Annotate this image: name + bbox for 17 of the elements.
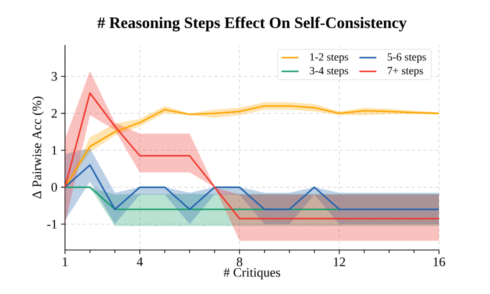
y-tick-label: 1 [52, 146, 57, 155]
y-tick-label: 3 [52, 72, 57, 81]
y-axis-title: Δ Pairwise Acc (%) [32, 96, 44, 198]
legend-label: 3-4 steps [310, 67, 348, 77]
x-tick-label: 8 [236, 258, 242, 266]
x-tick-label: 1 [62, 258, 68, 266]
legend-label: 1-2 steps [310, 53, 348, 63]
legend-label: 7+ steps [388, 67, 423, 77]
x-tick-label: 16 [434, 258, 446, 266]
y-tick-label: -1 [47, 220, 57, 228]
y-tick-label: 2 [52, 109, 57, 118]
x-axis-title: # Critiques [224, 268, 280, 280]
chart-title: # Reasoning Steps Effect On Self-Consistency [97, 16, 407, 32]
x-tick-label: 12 [334, 258, 346, 266]
x-tick-label: 4 [136, 258, 143, 266]
legend-label: 5-6 steps [388, 53, 426, 63]
y-tick-label: 0 [52, 182, 57, 192]
